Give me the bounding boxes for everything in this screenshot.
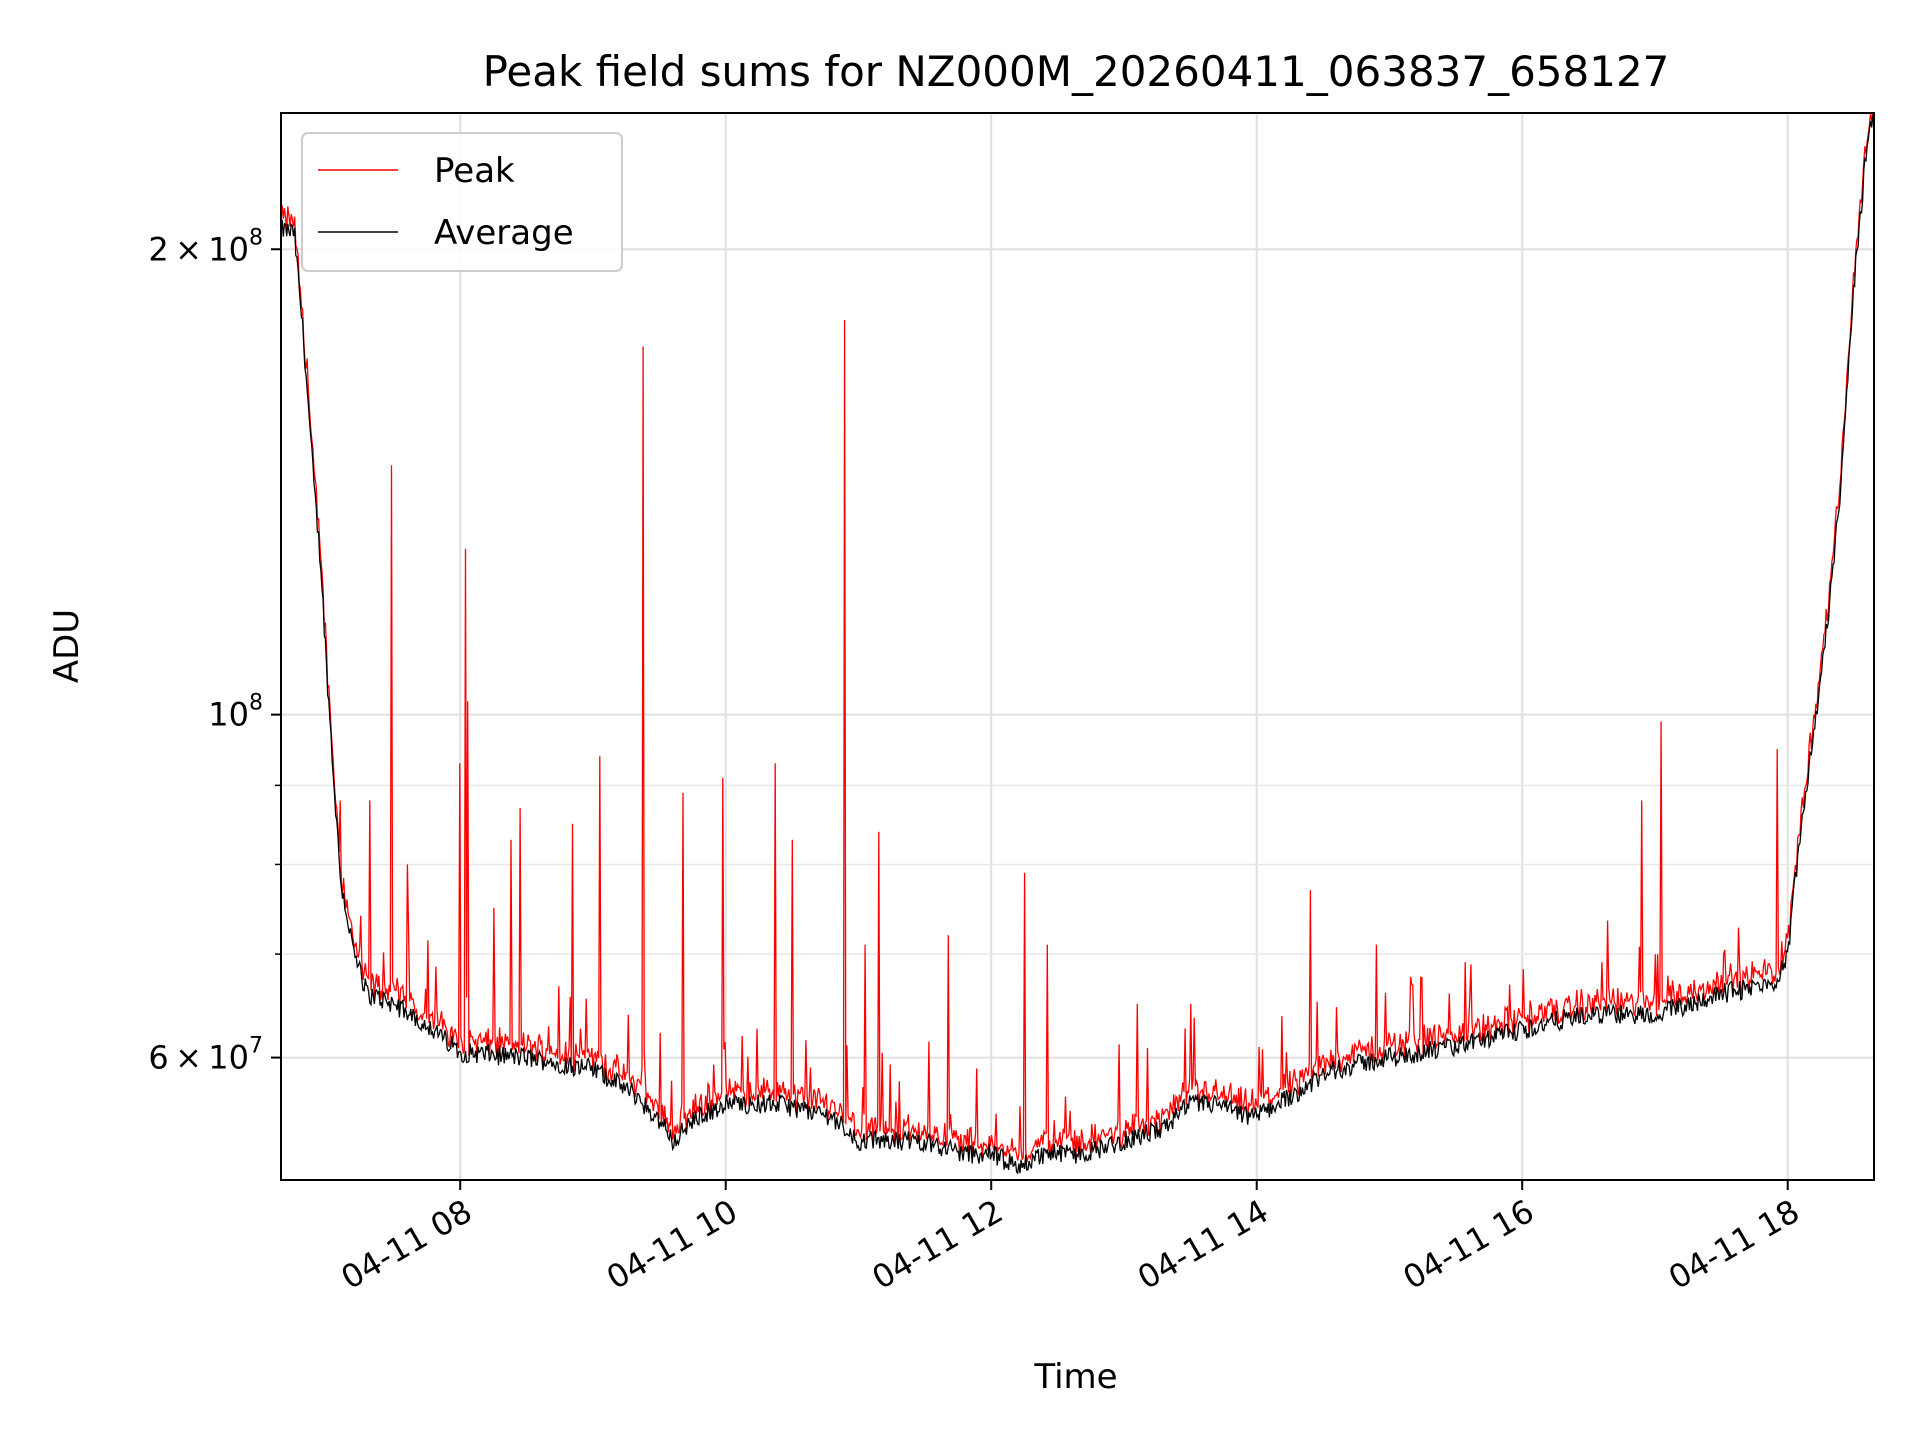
x-axis-label: Time	[1033, 1357, 1117, 1397]
y-tick-label: 6 × 107	[148, 1034, 263, 1077]
plot-frame	[280, 112, 1875, 1181]
legend: Peak Average	[301, 132, 623, 272]
chart-title: Peak field sums for NZ000M_20260411_0638…	[483, 47, 1670, 96]
series-layer	[280, 112, 1875, 1175]
series-line-peak	[280, 112, 1874, 1163]
legend-label-peak: Peak	[434, 151, 515, 191]
legend-label-average: Average	[434, 213, 574, 253]
y-axis-label: ADU	[47, 609, 87, 683]
legend-box	[301, 132, 623, 272]
series-line-average	[280, 115, 1875, 1175]
y-tick-label: 2 × 108	[148, 225, 263, 268]
